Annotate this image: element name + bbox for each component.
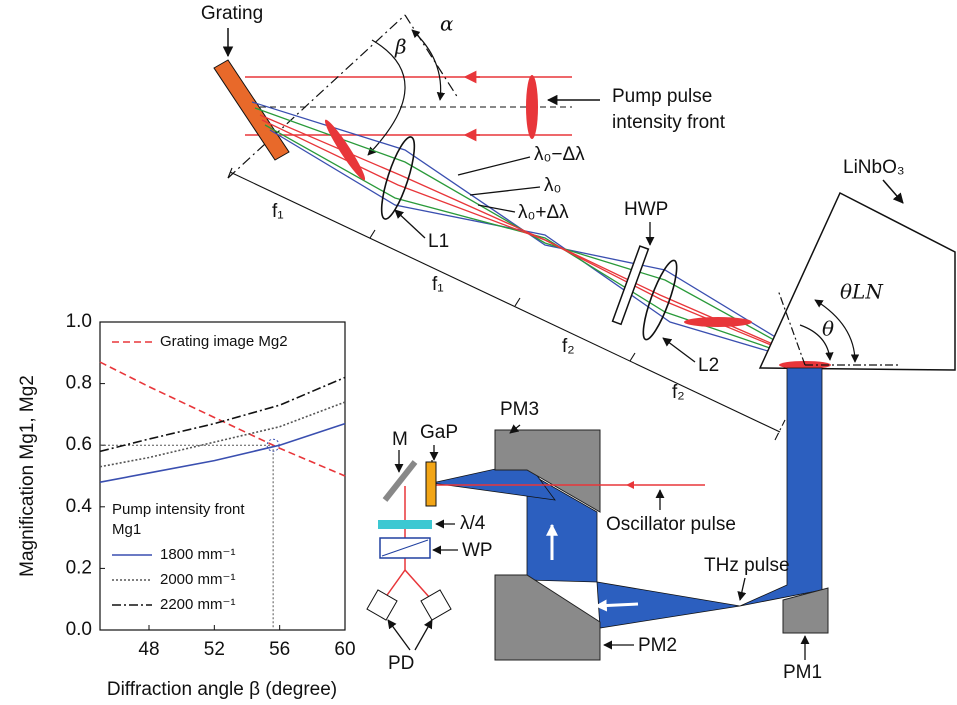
y-tick-label: 1.0: [66, 311, 92, 332]
legend-label: 2200 mm⁻¹: [160, 596, 235, 613]
label: θ: [822, 317, 834, 341]
lens-l2: [637, 257, 683, 342]
label: Oscillator pulse: [606, 514, 736, 535]
arrow: [883, 180, 903, 203]
pump-front: [526, 75, 538, 139]
label: θLN: [840, 280, 884, 304]
label: L2: [698, 355, 719, 376]
legend-label: 2000 mm⁻¹: [160, 571, 235, 588]
x-tick-label: 52: [204, 639, 225, 660]
y-tick-label: 0.6: [66, 434, 92, 455]
label: λ₀−Δλ: [534, 144, 585, 165]
legend-title: Mg1: [112, 521, 141, 538]
label: M: [392, 429, 408, 450]
label: λ₀: [544, 175, 561, 196]
y-tick-label: 0.0: [66, 619, 92, 640]
probe-beam: [405, 570, 430, 598]
label: PM3: [500, 399, 539, 420]
series-line: [100, 402, 345, 467]
y-tick-label: 0.4: [66, 496, 93, 517]
front-image: [684, 317, 752, 327]
y-tick-label: 0.2: [66, 557, 92, 578]
quarter-wave-plate: [378, 520, 432, 529]
label: β: [394, 35, 407, 59]
label: PD: [388, 653, 414, 674]
label: intensity front: [612, 112, 726, 133]
label: LiNbO₃: [843, 157, 905, 178]
thz-beam: [432, 368, 822, 628]
gap-crystal: [426, 462, 436, 506]
label: f₁: [272, 201, 284, 222]
arrow: [596, 604, 638, 606]
label: PM1: [783, 662, 822, 683]
pump-beam: [245, 77, 572, 135]
series-line: [100, 424, 345, 483]
label: L1: [428, 231, 449, 252]
label: f₂: [562, 336, 575, 357]
photodiode: [421, 590, 451, 620]
label: GaP: [420, 422, 458, 443]
label: Pump pulse: [612, 86, 712, 107]
label-arrows: [388, 157, 805, 660]
photodiode: [367, 590, 397, 620]
y-tick-label: 0.8: [66, 373, 92, 394]
x-axis-label: Diffraction angle β (degree): [107, 679, 337, 700]
y-axis-label: Magnification Mg1, Mg2: [17, 375, 38, 577]
legend-label: 1800 mm⁻¹: [160, 546, 235, 563]
x-tick-label: 60: [334, 639, 355, 660]
figure: Grating α β Pump pulse intensity front λ…: [0, 0, 957, 705]
mirror: [385, 462, 415, 500]
label: λ₀+Δλ: [518, 202, 569, 223]
label: WP: [462, 540, 493, 561]
label: λ/4: [460, 513, 486, 534]
label: f₁: [432, 274, 444, 295]
label: HWP: [624, 199, 668, 220]
x-tick-label: 56: [269, 639, 290, 660]
label: PM2: [638, 635, 677, 656]
label: f₂: [672, 382, 685, 403]
x-tick-label: 48: [138, 639, 159, 660]
label: α: [440, 12, 454, 36]
label: THz pulse: [704, 555, 790, 576]
legend-title: Pump intensity front: [112, 501, 245, 518]
inset-chart: Diffraction angle β (degree) Magnificati…: [17, 311, 356, 700]
front-image: [321, 117, 369, 183]
label: Grating: [201, 3, 263, 24]
legend-label: Grating image Mg2: [160, 333, 288, 350]
